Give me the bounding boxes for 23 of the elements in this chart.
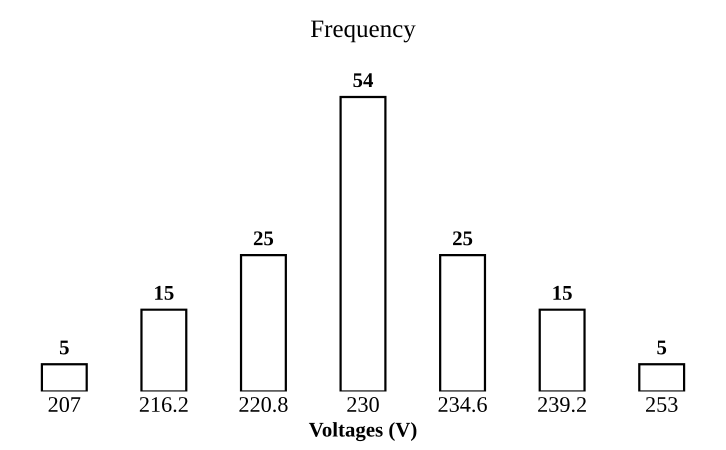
x-tick-label: 230 (347, 397, 379, 412)
data-label: 25 (453, 231, 472, 246)
data-label: 15 (553, 286, 572, 300)
x-tick-label: 239.2 (538, 397, 586, 412)
bar (638, 363, 686, 392)
bar (339, 96, 387, 392)
bar (439, 254, 486, 392)
bar (140, 308, 188, 392)
data-label: 5 (60, 340, 69, 354)
data-label: 15 (155, 286, 174, 300)
bar (240, 254, 287, 392)
x-tick-label: 207 (48, 397, 80, 412)
x-tick-label: 234.6 (438, 397, 487, 412)
x-tick-label: 253 (646, 397, 678, 412)
data-label: 5 (657, 340, 666, 354)
x-tick-label: 220.8 (239, 397, 288, 412)
bar (40, 363, 88, 392)
data-label: 25 (254, 231, 274, 246)
x-tick-label: 216.2 (140, 397, 188, 412)
x-axis-title: Voltages (V) (308, 422, 416, 442)
data-label: 54 (353, 73, 374, 88)
bar (538, 308, 586, 392)
chart-title: Frequency (310, 20, 416, 42)
